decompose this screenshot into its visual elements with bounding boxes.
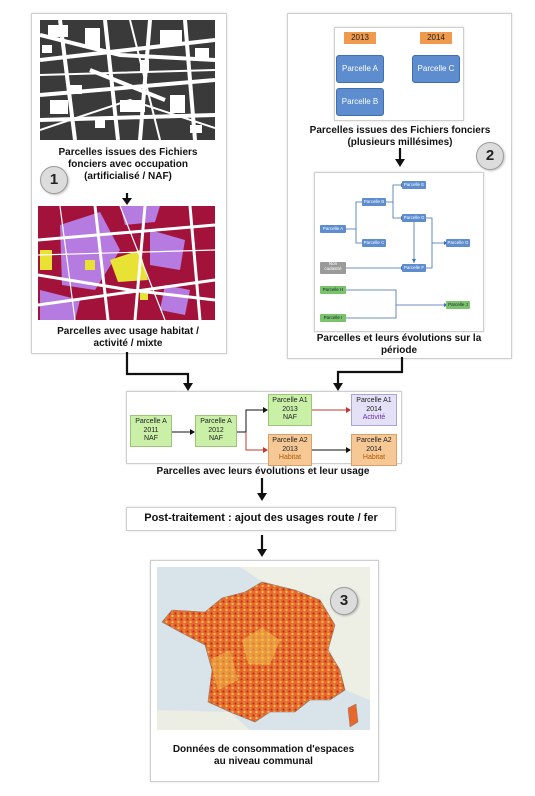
parcel-map-colored xyxy=(38,206,215,320)
net-parcel-c: Parcelle C xyxy=(362,239,386,247)
panel1-caption-bottom: Parcelles avec usage habitat / activité … xyxy=(36,326,220,350)
panel2-caption-top-line2: (plusieurs millésimes) xyxy=(347,137,453,148)
panel1-caption-bottom-line1: Parcelles avec usage habitat / xyxy=(57,326,199,337)
evo-a1-2014-name: Parcelle A1 xyxy=(356,397,392,404)
year-2014-label: 2014 xyxy=(420,32,452,44)
evo-a1-2014-year: 2014 xyxy=(366,405,382,413)
net-parcel-a: Parcelle A xyxy=(320,225,346,233)
evolution-caption: Parcelles avec leurs évolutions et leur … xyxy=(156,466,370,477)
evo-a1-2013-name: Parcelle A1 xyxy=(272,397,308,404)
evo-a-2011-year: 2011 xyxy=(143,426,159,434)
evo-a-2012: Parcelle A 2012 NAF xyxy=(195,415,237,447)
evo-a2-2013-year: 2013 xyxy=(282,445,298,453)
panel2-caption-bottom-line2: période xyxy=(380,345,418,356)
panel1-caption-top-line2: fonciers avec occupation xyxy=(67,159,189,170)
year-2013-label: 2013 xyxy=(344,32,376,44)
panel2-caption-bottom-line1: Parcelles et leurs évolutions sur la xyxy=(316,333,482,344)
net-non-cadastre-line2: cadastré xyxy=(324,265,342,271)
panel2-caption-bottom: Parcelles et leurs évolutions sur la pér… xyxy=(292,333,506,357)
evo-a1-2013-year: 2013 xyxy=(282,405,298,413)
panel1-caption-top-line3: (artificialisé / NAF) xyxy=(84,171,172,182)
evo-a-2011-name: Parcelle A xyxy=(135,418,167,425)
post-processing-box xyxy=(126,507,396,531)
step-badge-3: 3 xyxy=(330,587,358,615)
evo-a1-2013: Parcelle A1 2013 NAF xyxy=(268,394,312,426)
parcel-a-box: Parcelle A xyxy=(336,55,384,83)
net-non-cadastre-line1: Non xyxy=(328,261,338,266)
panel1-caption-top-line1: Parcelles issues des Fichiers xyxy=(58,147,198,158)
evo-a-2011: Parcelle A 2011 NAF xyxy=(130,415,172,447)
net-parcel-b: Parcelle B xyxy=(362,198,386,206)
panel2-caption-top-line1: Parcelles issues des Fichiers fonciers xyxy=(309,125,491,136)
panel3-caption: Données de consommation d'espaces au niv… xyxy=(150,744,377,768)
evo-a2-2013-usage: Habitat xyxy=(278,454,302,461)
panel1-caption-top: Parcelles issues des Fichiers fonciers a… xyxy=(36,147,220,183)
evo-a-2012-year: 2012 xyxy=(208,426,224,434)
evo-a1-2014-usage: Activité xyxy=(362,414,386,421)
evo-a2-2013-name: Parcelle A2 xyxy=(272,437,308,444)
step-badge-2: 2 xyxy=(476,142,504,170)
parcel-c-box: Parcelle C xyxy=(412,55,460,83)
evo-a1-2014: Parcelle A1 2014 Activité xyxy=(351,394,397,426)
evo-a2-2014-name: Parcelle A2 xyxy=(356,437,392,444)
post-processing-label: Post-traitement : ajout des usages route… xyxy=(144,512,378,524)
net-parcel-d: Parcelle D xyxy=(402,214,426,222)
evo-a2-2014-usage: Habitat xyxy=(362,454,386,461)
step-badge-1: 1 xyxy=(40,166,68,194)
evo-a2-2014-year: 2014 xyxy=(366,445,382,453)
net-parcel-e: Parcelle E xyxy=(402,181,426,189)
panel1-caption-bottom-line2: activité / mixte xyxy=(93,338,163,349)
net-non-cadastre: Non cadastré xyxy=(320,261,346,274)
net-parcel-j: Parcelle J xyxy=(446,301,470,309)
net-parcel-f: Parcelle F xyxy=(402,264,426,272)
evo-a-2012-usage: NAF xyxy=(209,435,223,442)
evo-a-2012-name: Parcelle A xyxy=(200,418,232,425)
panel2-caption-top: Parcelles issues des Fichiers fonciers (… xyxy=(290,125,510,149)
evo-a2-2014: Parcelle A2 2014 Habitat xyxy=(351,434,397,466)
evo-a-2011-usage: NAF xyxy=(144,435,158,442)
panel3-caption-line2: au niveau communal xyxy=(214,756,313,767)
evo-a1-2013-usage: NAF xyxy=(283,414,297,421)
parcel-b-box: Parcelle B xyxy=(336,88,384,116)
net-parcel-h: Parcelle H xyxy=(320,286,346,294)
panel3-caption-line1: Données de consommation d'espaces xyxy=(172,744,355,755)
net-parcel-i: Parcelle I xyxy=(320,314,346,322)
net-parcel-g: Parcelle G xyxy=(446,239,470,247)
evo-a2-2013: Parcelle A2 2013 Habitat xyxy=(268,434,312,466)
